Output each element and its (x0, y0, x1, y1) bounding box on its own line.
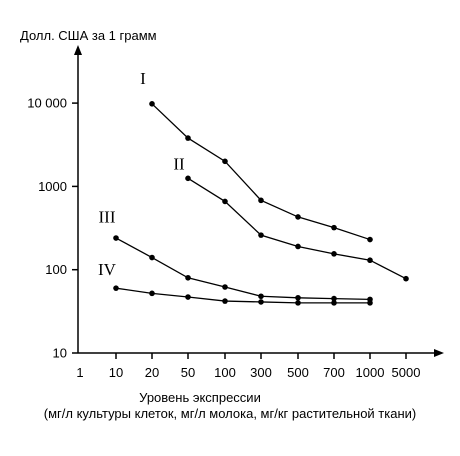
x-axis-arrow-icon (434, 349, 444, 357)
data-point (258, 299, 264, 305)
data-point (258, 197, 264, 204)
y-ticks: 10 100 1000 10 000 (27, 96, 78, 361)
data-point (222, 284, 228, 290)
data-point (185, 294, 191, 300)
data-point (222, 158, 228, 165)
data-point (403, 275, 409, 282)
data-point (367, 300, 373, 306)
series-line-iii (115, 237, 371, 301)
y-tick-label: 100 (45, 262, 67, 277)
series-label-iii: III (99, 207, 116, 226)
series-label-iv: IV (98, 260, 117, 279)
data-point (295, 214, 301, 220)
x-tick-label: 5000 (392, 365, 421, 380)
x-tick-label: 300 (250, 365, 272, 380)
y-tick-label: 10 (53, 346, 67, 361)
data-point (113, 235, 119, 241)
data-point (258, 232, 264, 238)
data-point (331, 300, 337, 306)
series-label-i: I (140, 69, 146, 88)
data-point (113, 285, 119, 291)
x-axis-subtitle: (мг/л культуры клеток, мг/л молока, мг/к… (44, 406, 416, 421)
data-point (149, 254, 155, 261)
series-line-ii (187, 177, 407, 280)
series-line-iv (115, 287, 370, 304)
data-point (295, 300, 301, 306)
x-tick-label: 500 (287, 365, 309, 380)
data-point (149, 290, 155, 297)
x-ticks: 1 10 20 50 100 300 500 700 1000 5000 (76, 353, 420, 380)
y-tick-label: 10 000 (27, 96, 67, 111)
x-axis-title: Уровень экспрессии (139, 390, 261, 405)
data-point (367, 236, 373, 243)
data-point (331, 224, 337, 231)
axes (74, 45, 444, 357)
y-axis-title: Долл. США за 1 грамм (20, 28, 157, 43)
x-tick-label: 10 (109, 365, 123, 380)
data-point (185, 175, 191, 182)
y-tick-label: 1000 (38, 179, 67, 194)
data-point (331, 295, 337, 302)
data-point (185, 135, 191, 141)
data-point (295, 294, 301, 301)
data-point (222, 298, 228, 304)
x-tick-label: 20 (145, 365, 159, 380)
x-tick-label: 100 (214, 365, 236, 380)
series-points (113, 101, 409, 306)
data-point (331, 251, 337, 257)
data-point (185, 274, 191, 281)
series-line-i (151, 103, 371, 241)
x-tick-label: 1 (76, 365, 83, 380)
data-point (222, 198, 228, 205)
x-tick-label: 700 (323, 365, 345, 380)
data-point (295, 243, 301, 250)
series-label-ii: II (173, 154, 185, 173)
series-lines (115, 103, 407, 304)
data-point (258, 293, 264, 300)
y-axis-arrow-icon (74, 45, 82, 55)
data-point (367, 257, 373, 264)
x-tick-label: 50 (181, 365, 195, 380)
x-tick-label: 1000 (356, 365, 385, 380)
data-point (149, 101, 155, 107)
